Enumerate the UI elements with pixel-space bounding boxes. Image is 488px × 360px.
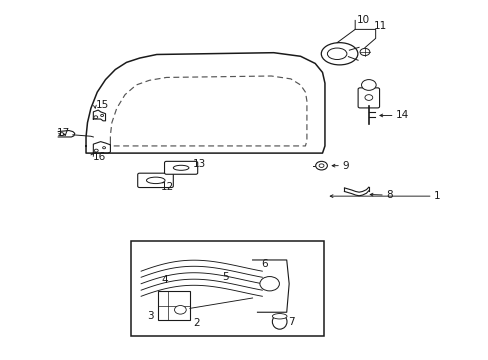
- Text: 2: 2: [193, 319, 200, 328]
- Ellipse shape: [146, 177, 164, 184]
- Circle shape: [174, 306, 186, 314]
- Circle shape: [315, 161, 327, 170]
- Ellipse shape: [272, 314, 286, 329]
- Circle shape: [364, 95, 372, 100]
- Text: 17: 17: [57, 129, 70, 138]
- Text: 8: 8: [385, 190, 392, 200]
- FancyBboxPatch shape: [357, 88, 379, 108]
- Text: 6: 6: [261, 259, 267, 269]
- Text: 10: 10: [356, 15, 369, 26]
- Bar: [131, 241, 324, 336]
- Ellipse shape: [321, 42, 357, 65]
- Circle shape: [102, 147, 105, 149]
- Text: 9: 9: [341, 161, 348, 171]
- Text: 7: 7: [288, 317, 294, 327]
- Text: 11: 11: [373, 21, 386, 31]
- Text: 15: 15: [96, 100, 109, 110]
- Ellipse shape: [327, 48, 346, 59]
- Text: 12: 12: [160, 182, 174, 192]
- Circle shape: [359, 48, 369, 55]
- Text: 3: 3: [147, 311, 153, 321]
- Text: 13: 13: [193, 159, 206, 169]
- Circle shape: [319, 164, 324, 167]
- Text: 14: 14: [395, 111, 408, 121]
- Circle shape: [94, 116, 98, 119]
- Bar: [158, 291, 189, 320]
- FancyBboxPatch shape: [164, 161, 197, 174]
- Text: 4: 4: [161, 275, 168, 285]
- Circle shape: [101, 114, 103, 117]
- Circle shape: [60, 133, 63, 135]
- Text: 1: 1: [433, 191, 439, 201]
- Text: 5: 5: [222, 272, 229, 282]
- Circle shape: [361, 80, 375, 90]
- Circle shape: [260, 276, 279, 291]
- Ellipse shape: [272, 314, 286, 319]
- Circle shape: [94, 149, 98, 152]
- FancyBboxPatch shape: [138, 173, 173, 188]
- Ellipse shape: [173, 165, 188, 170]
- Text: 16: 16: [92, 152, 105, 162]
